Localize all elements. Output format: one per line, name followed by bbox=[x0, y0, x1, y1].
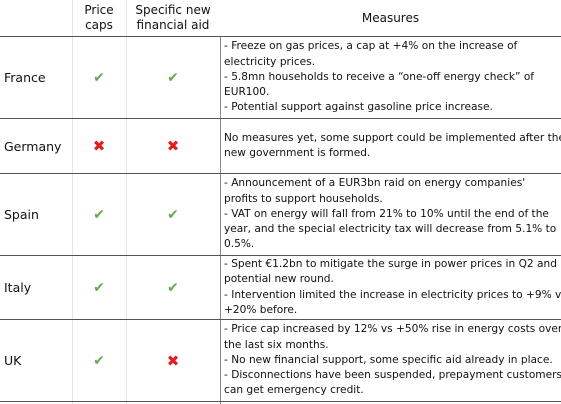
country-label: Germany bbox=[4, 138, 62, 154]
row-divider bbox=[0, 118, 561, 119]
financial-aid-mark-check-icon: ✔ bbox=[167, 206, 179, 223]
measure-line: - VAT on energy will fall from 21% to 10… bbox=[224, 207, 549, 220]
measures-text: - Announcement of a EUR3bn raid on energ… bbox=[224, 174, 559, 255]
measure-line: +20% before. bbox=[224, 303, 298, 316]
price-caps-mark-check-icon: ✔ bbox=[93, 69, 105, 86]
measure-line: can get emergency credit. bbox=[224, 384, 364, 397]
measure-line: - Spent €1.2bn to mitigate the surge in … bbox=[224, 258, 557, 271]
measure-line: electricity prices. bbox=[224, 55, 316, 68]
financial-aid-mark-check-icon: ✔ bbox=[167, 279, 179, 296]
country-label: Spain bbox=[4, 207, 39, 222]
measure-line: - Price cap increased by 12% vs +50% ris… bbox=[224, 323, 561, 336]
row-divider bbox=[0, 319, 561, 320]
header-measures: Measures bbox=[361, 10, 420, 25]
column-divider bbox=[126, 0, 127, 404]
header-price-caps-line1: Price bbox=[84, 3, 114, 17]
measure-line: the last six months. bbox=[224, 338, 329, 351]
country-label: Italy bbox=[4, 280, 32, 295]
measures-text: - Spent €1.2bn to mitigate the surge in … bbox=[224, 256, 561, 319]
price-caps-mark-check-icon: ✔ bbox=[93, 206, 105, 223]
measure-line: - Announcement of a EUR3bn raid on energ… bbox=[224, 177, 526, 190]
measure-line: - Potential support against gasoline pri… bbox=[224, 101, 493, 114]
measures-text: - Freeze on gas prices, a cap at +4% on … bbox=[224, 37, 559, 118]
financial-aid-mark-cross-icon: ✖ bbox=[166, 137, 180, 155]
measure-line: 0.5%. bbox=[224, 238, 255, 251]
price-caps-mark-check-icon: ✔ bbox=[93, 279, 105, 296]
financial-aid-mark-cross-icon: ✖ bbox=[166, 351, 180, 370]
table-row: Germany ✖ ✖ No measures yet, some suppor… bbox=[0, 119, 561, 173]
measure-line: - Freeze on gas prices, a cap at +4% on … bbox=[224, 40, 518, 53]
header-aid-line2: financial aid bbox=[136, 18, 210, 32]
header-country bbox=[0, 0, 72, 36]
measure-line: EUR100. bbox=[224, 86, 270, 99]
country-label: France bbox=[4, 70, 46, 85]
measure-line: year, and the special electricity tax wi… bbox=[224, 223, 557, 236]
measures-text: No measures yet, some support could be i… bbox=[224, 119, 561, 173]
measure-line: - No new financial support, some specifi… bbox=[224, 353, 553, 366]
column-divider bbox=[72, 0, 73, 404]
header-price-caps: Price caps bbox=[72, 0, 126, 36]
table-row: UK ✔ ✖ - Price cap increased by 12% vs +… bbox=[0, 320, 561, 401]
measures-text: - Price cap increased by 12% vs +50% ris… bbox=[224, 320, 561, 401]
table-row: France ✔ ✔ - Freeze on gas prices, a cap… bbox=[0, 37, 561, 118]
row-divider bbox=[0, 36, 561, 37]
table-row: Italy ✔ ✔ - Spent €1.2bn to mitigate the… bbox=[0, 256, 561, 319]
header-financial-aid: Specific new financial aid bbox=[126, 0, 220, 36]
country-label: UK bbox=[4, 353, 22, 368]
column-divider bbox=[220, 36, 221, 404]
row-divider bbox=[0, 401, 561, 402]
measure-line: profits to support households. bbox=[224, 192, 383, 205]
financial-aid-mark-check-icon: ✔ bbox=[167, 69, 179, 86]
price-caps-mark-cross-icon: ✖ bbox=[92, 137, 106, 155]
header-price-caps-line2: caps bbox=[85, 18, 113, 32]
table-row: Spain ✔ ✔ - Announcement of a EUR3bn rai… bbox=[0, 174, 561, 255]
measure-line: - 5.8mn households to receive a “one-off… bbox=[224, 70, 535, 83]
row-divider bbox=[0, 173, 561, 174]
price-caps-mark-check-icon: ✔ bbox=[93, 352, 105, 369]
row-divider bbox=[0, 255, 561, 256]
measure-line: - Disconnections have been suspended, pr… bbox=[224, 369, 561, 382]
measure-line: No measures yet, some support could be i… bbox=[224, 131, 561, 144]
table-header: Price caps Specific new financial aid Me… bbox=[0, 0, 561, 36]
measure-line: potential new round. bbox=[224, 273, 334, 286]
measure-line: new government is formed. bbox=[224, 147, 371, 159]
header-aid-line1: Specific new bbox=[135, 3, 211, 17]
measure-line: - Intervention limited the increase in e… bbox=[224, 288, 561, 301]
